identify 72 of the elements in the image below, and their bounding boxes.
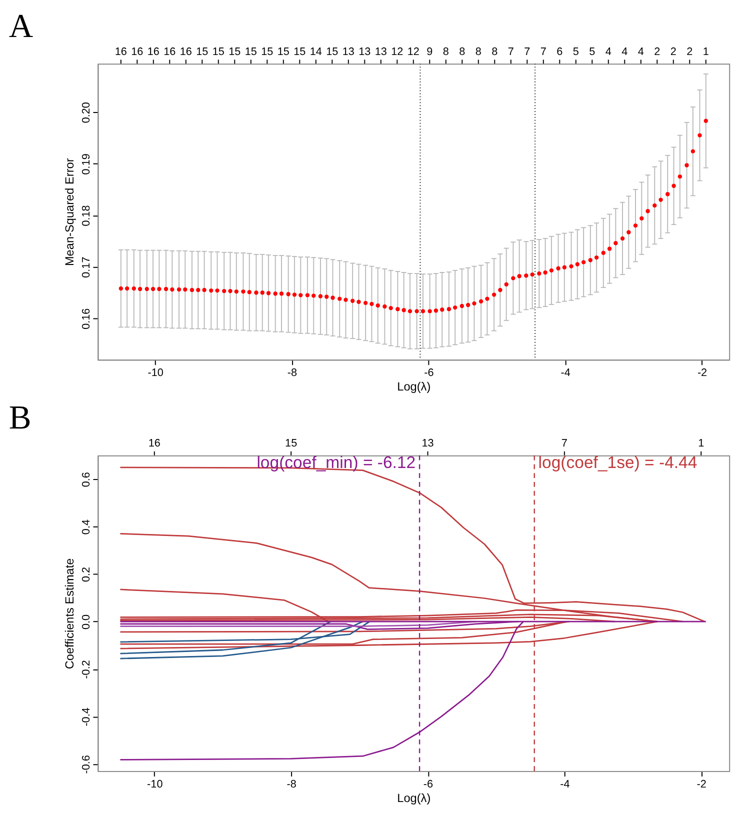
y-tick-label: 0.6 xyxy=(80,472,92,488)
x-tick-label: -2 xyxy=(697,366,708,379)
y-tick-label: 0.19 xyxy=(80,154,92,175)
text: 15 xyxy=(244,46,257,58)
y-tick-label: 0.20 xyxy=(80,102,92,124)
y-tick-label: 0.16 xyxy=(80,308,92,330)
text: 16 xyxy=(131,46,144,58)
text: 15 xyxy=(277,46,290,58)
text: 1 xyxy=(702,46,709,58)
x-axis-title: Log(λ) xyxy=(397,380,431,394)
text: 1 xyxy=(698,437,704,450)
text: 15 xyxy=(294,46,306,58)
x-tick-label: -6 xyxy=(423,778,434,790)
ref-line-label: log(coef_min) = -6.12 xyxy=(256,453,416,472)
text: 15 xyxy=(261,46,274,58)
x-tick-label: -8 xyxy=(286,778,296,790)
text: 2 xyxy=(670,46,676,58)
text: 16 xyxy=(180,46,192,58)
text: 15 xyxy=(285,437,298,450)
chart-title: A xyxy=(8,8,34,46)
x-axis-title: Log(λ) xyxy=(397,791,431,806)
y-tick-label: 0.0 xyxy=(80,614,92,630)
y-tick-label: -0.2 xyxy=(80,660,92,679)
text: 13 xyxy=(422,437,434,450)
text: 8 xyxy=(442,46,449,58)
text: 5 xyxy=(572,46,579,58)
x-tick-label: -10 xyxy=(148,366,164,379)
ref-line-label: log(coef_1se) = -4.44 xyxy=(538,453,698,472)
y-tick-label: -0.4 xyxy=(80,708,92,726)
text: 13 xyxy=(342,46,354,58)
chart-title: B xyxy=(8,400,32,437)
x-tick-label: -10 xyxy=(147,778,163,790)
text: 16 xyxy=(164,46,176,58)
text: 5 xyxy=(589,46,596,58)
text: 7 xyxy=(540,46,546,58)
y-axis-title: Mean-Squared Error xyxy=(62,158,77,266)
text: 16 xyxy=(114,46,127,58)
x-tick-label: -2 xyxy=(696,778,706,790)
text: 7 xyxy=(524,46,530,58)
text: 8 xyxy=(475,46,482,58)
x-tick-label: -8 xyxy=(287,366,298,379)
text: 12 xyxy=(391,46,404,58)
text: 9 xyxy=(426,46,433,58)
text: 15 xyxy=(212,46,224,58)
text: 4 xyxy=(605,46,612,58)
text: 2 xyxy=(654,46,660,58)
y-tick-label: -0.6 xyxy=(80,755,92,774)
x-tick-label: -6 xyxy=(424,366,434,379)
text: 12 xyxy=(407,46,420,58)
y-axis-title: Coefficients Estimate xyxy=(62,558,77,670)
text: 8 xyxy=(492,46,498,58)
text: 13 xyxy=(374,46,387,58)
y-tick-label: 0.18 xyxy=(80,205,92,226)
text: 2 xyxy=(686,46,693,58)
text: 16 xyxy=(148,437,160,450)
text: 16 xyxy=(147,46,160,58)
text: 15 xyxy=(326,46,338,58)
text: 7 xyxy=(508,46,514,58)
text: 15 xyxy=(196,46,208,58)
text: 13 xyxy=(358,46,371,58)
text: 4 xyxy=(622,46,628,58)
x-tick-label: -4 xyxy=(560,778,570,790)
text: 15 xyxy=(228,46,241,58)
y-tick-label: 0.4 xyxy=(80,520,92,535)
x-tick-label: -4 xyxy=(560,366,570,379)
y-tick-label: 0.17 xyxy=(80,256,92,278)
text: 14 xyxy=(310,46,322,58)
text: 8 xyxy=(459,46,466,58)
y-tick-label: 0.2 xyxy=(80,566,92,582)
text: 4 xyxy=(638,46,644,58)
text: 6 xyxy=(556,46,563,58)
text: 7 xyxy=(561,437,568,450)
